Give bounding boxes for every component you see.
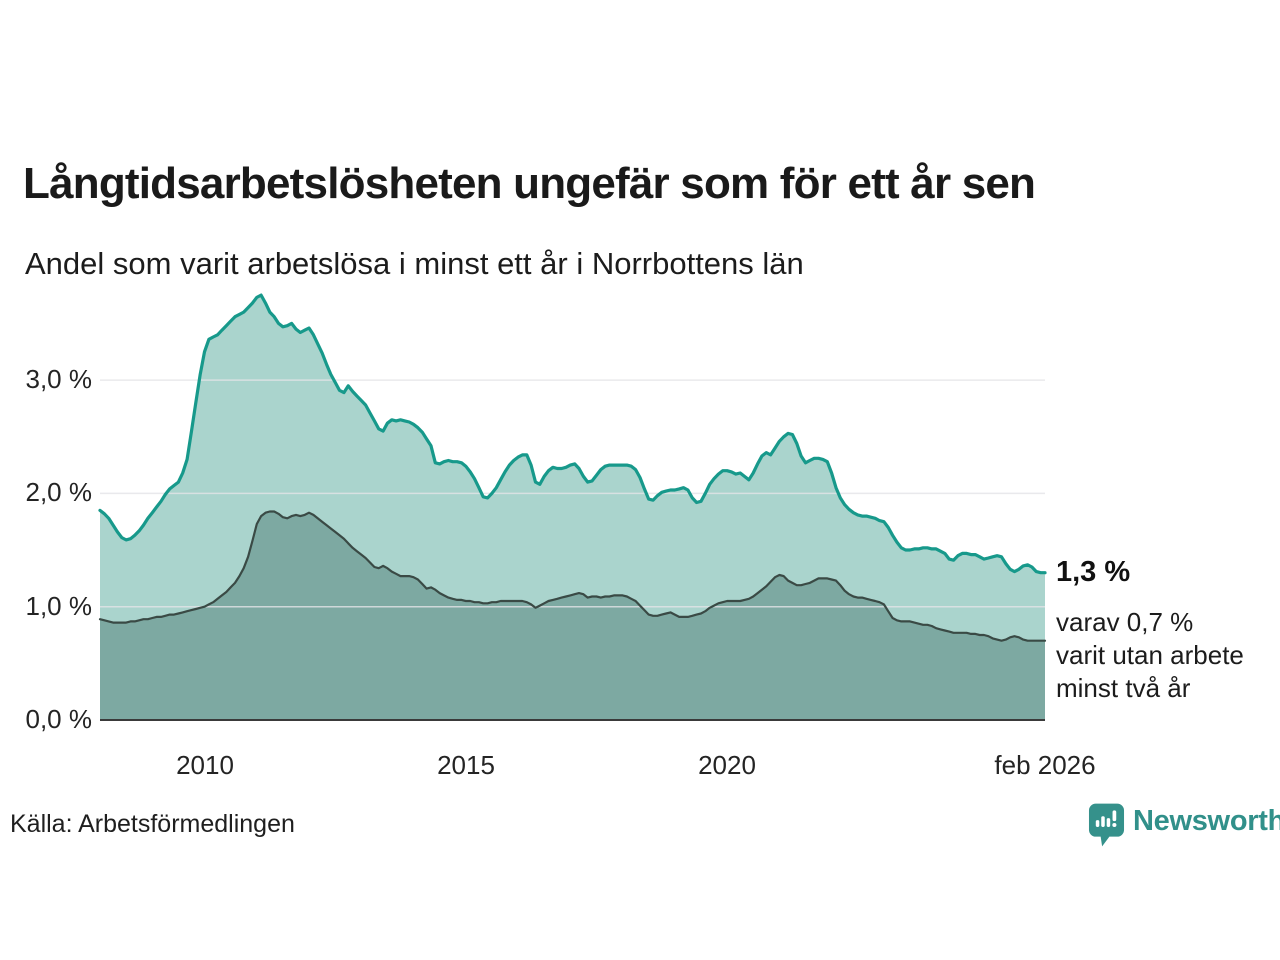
end-value-label: 1,3 %	[1056, 556, 1131, 588]
end-desc-line-3: minst två år	[1056, 673, 1191, 703]
y-axis-label: 0,0 %	[25, 704, 93, 734]
end-desc-line-2: varit utan arbete	[1056, 640, 1244, 670]
end-value-description: varav 0,7 % varit utan arbete minst två …	[1056, 606, 1271, 705]
y-axis-label: 1,0 %	[25, 590, 93, 621]
page-subtitle: Andel som varit arbetslösa i minst ett å…	[25, 246, 804, 281]
x-axis-label: 2015	[437, 750, 495, 780]
y-axis-label: 2,0 %	[25, 477, 93, 508]
x-axis-label: 2020	[698, 750, 756, 780]
end-annotation: 1,3 % varav 0,7 % varit utan arbete mins…	[1056, 556, 1271, 705]
newsworthy-wordmark: Newsworthy	[1133, 804, 1280, 837]
x-axis-label: 2010	[176, 750, 234, 780]
line-series-1	[98, 293, 1047, 575]
line-series-2	[98, 510, 1047, 642]
y-axis-label: 3,0 %	[25, 364, 93, 395]
end-desc-line-1: varav 0,7 %	[1056, 607, 1194, 637]
newsworthy-logo-icon	[1088, 803, 1125, 847]
page-title: Långtidsarbetslösheten ungefär som för e…	[23, 159, 1036, 209]
newsworthy-brand: Newsworthy	[1088, 802, 1280, 848]
area-series-2	[100, 511, 1045, 720]
x-axis-label: feb 2026	[994, 750, 1096, 780]
source-label: Källa: Arbetsförmedlingen	[10, 810, 295, 838]
